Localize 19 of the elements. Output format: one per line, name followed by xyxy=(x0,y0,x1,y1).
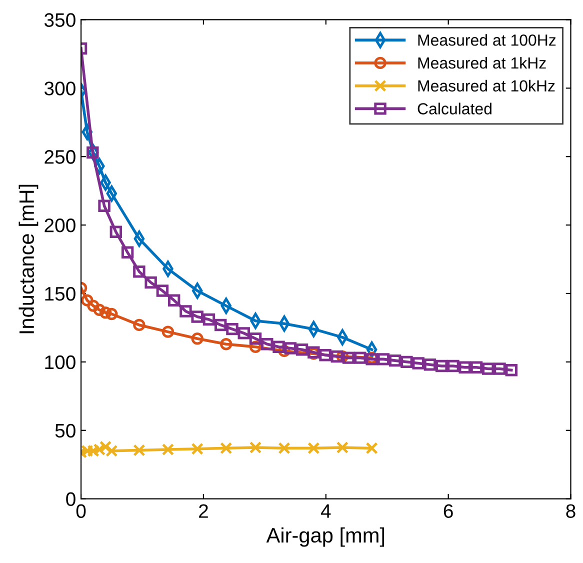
y-tick-label: 0 xyxy=(66,492,76,506)
x-tick-label: 4 xyxy=(320,504,331,518)
x-tick-label: 8 xyxy=(566,504,576,518)
y-tick-label: 300 xyxy=(44,82,76,96)
y-tick-label: 350 xyxy=(44,13,76,27)
legend-label: Measured at 10kHz xyxy=(418,80,555,92)
x-tick-label: 0 xyxy=(76,504,86,518)
y-tick-label: 150 xyxy=(45,286,76,301)
legend-label: Calculated xyxy=(418,102,492,114)
x-tick-label: 6 xyxy=(444,504,453,518)
y-tick-label: 250 xyxy=(44,150,76,164)
y-axis-title: Inductance [mH] xyxy=(18,184,38,334)
legend-label: Measured at 1kHz xyxy=(418,56,546,69)
y-tick-label: 50 xyxy=(55,424,76,438)
y-tick-label: 200 xyxy=(44,218,76,232)
y-tick-label: 100 xyxy=(45,355,76,370)
x-tick-label: 2 xyxy=(199,504,208,518)
legend-label: Measured at 100Hz xyxy=(418,34,556,46)
x-axis-title: Air-gap [mm] xyxy=(266,527,384,547)
